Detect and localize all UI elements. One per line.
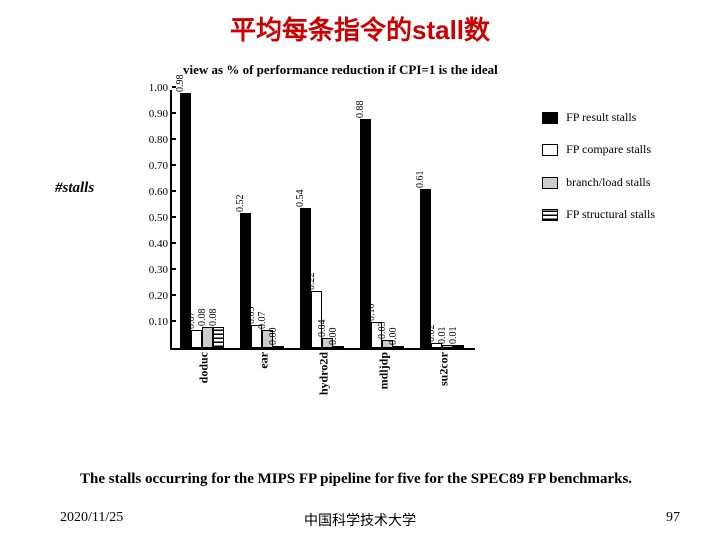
category-label: su2cor <box>437 348 452 386</box>
bar-value-label: 0.01 <box>437 327 448 345</box>
bar-value-label: 0.00 <box>328 328 339 346</box>
legend-label: FP structural stalls <box>566 207 655 221</box>
bar-value-label: 0.08 <box>197 309 208 327</box>
legend-label: branch/load stalls <box>566 175 650 189</box>
bar: 0.08 <box>213 327 224 348</box>
bar-value-label: 0.02 <box>426 324 437 342</box>
bar-value-label: 0.03 <box>377 322 388 340</box>
bar: 0.52 <box>240 213 251 348</box>
legend-item: branch/load stalls <box>542 175 655 189</box>
chart-legend: FP result stalls FP compare stalls branch/… <box>542 110 655 240</box>
category-label: ear <box>257 348 272 369</box>
y-tick: 0.60 <box>149 186 172 198</box>
bar-value-label: 0.01 <box>448 327 459 345</box>
bar-value-label: 0.88 <box>355 101 366 119</box>
legend-item: FP structural stalls <box>542 207 655 221</box>
bar: 0.00 <box>393 346 404 348</box>
y-tick: 0.90 <box>149 108 172 120</box>
bar-value-label: 0.52 <box>235 194 246 212</box>
bar: 0.01 <box>442 345 453 348</box>
footer-date: 2020/11/25 <box>60 510 123 526</box>
y-tick: 0.50 <box>149 212 172 224</box>
category-label: doduc <box>197 348 212 383</box>
bar: 0.07 <box>191 330 202 348</box>
y-tick: 1.00 <box>149 82 172 94</box>
bar-value-label: 0.07 <box>257 311 268 329</box>
legend-item: FP compare stalls <box>542 142 655 156</box>
legend-swatch <box>542 177 558 189</box>
slide-footer: 2020/11/25 中国科学技术大学 97 <box>0 510 720 526</box>
bar: 0.98 <box>180 93 191 348</box>
y-tick: 0.80 <box>149 134 172 146</box>
bar-value-label: 0.98 <box>175 75 186 93</box>
bar-value-label: 0.00 <box>388 328 399 346</box>
category-label: hydro2d <box>317 348 332 395</box>
chart-subtitle: view as % of performance reduction if CP… <box>183 62 498 78</box>
bar: 0.01 <box>453 345 464 348</box>
legend-swatch <box>542 209 558 221</box>
y-tick: 0.20 <box>149 290 172 302</box>
bar-value-label: 0.54 <box>295 189 306 207</box>
legend-item: FP result stalls <box>542 110 655 124</box>
footer-org: 中国科学技术大学 <box>304 510 416 530</box>
slide-title: 平均每条指令的stall数 <box>0 0 720 47</box>
figure-caption: The stalls occurring for the MIPS FP pip… <box>80 468 632 491</box>
y-axis-label: #stalls <box>55 180 94 197</box>
legend-swatch <box>542 144 558 156</box>
bar-value-label: 0.04 <box>317 319 328 337</box>
legend-label: FP result stalls <box>566 110 636 124</box>
bar-value-label: 0.08 <box>208 309 219 327</box>
bar-value-label: 0.09 <box>246 306 257 324</box>
bar-value-label: 0.07 <box>186 311 197 329</box>
legend-swatch <box>542 112 558 124</box>
category-label: mdljdp <box>377 348 392 389</box>
bar-value-label: 0.00 <box>268 328 279 346</box>
bar: 0.08 <box>202 327 213 348</box>
y-tick: 0.70 <box>149 160 172 172</box>
bar-value-label: 0.22 <box>306 272 317 290</box>
y-tick: 0.40 <box>149 238 172 250</box>
bar: 0.00 <box>273 346 284 348</box>
y-tick: 0.30 <box>149 264 172 276</box>
chart-container: view as % of performance reduction if CP… <box>95 60 655 410</box>
legend-label: FP compare stalls <box>566 142 651 156</box>
y-tick: 0.10 <box>149 316 172 328</box>
footer-page: 97 <box>666 510 680 526</box>
plot-area: 0.100.200.300.400.500.600.700.800.901.00… <box>170 90 475 350</box>
bar-value-label: 0.61 <box>415 171 426 189</box>
bar: 0.00 <box>333 346 344 348</box>
bar-value-label: 0.10 <box>366 304 377 322</box>
